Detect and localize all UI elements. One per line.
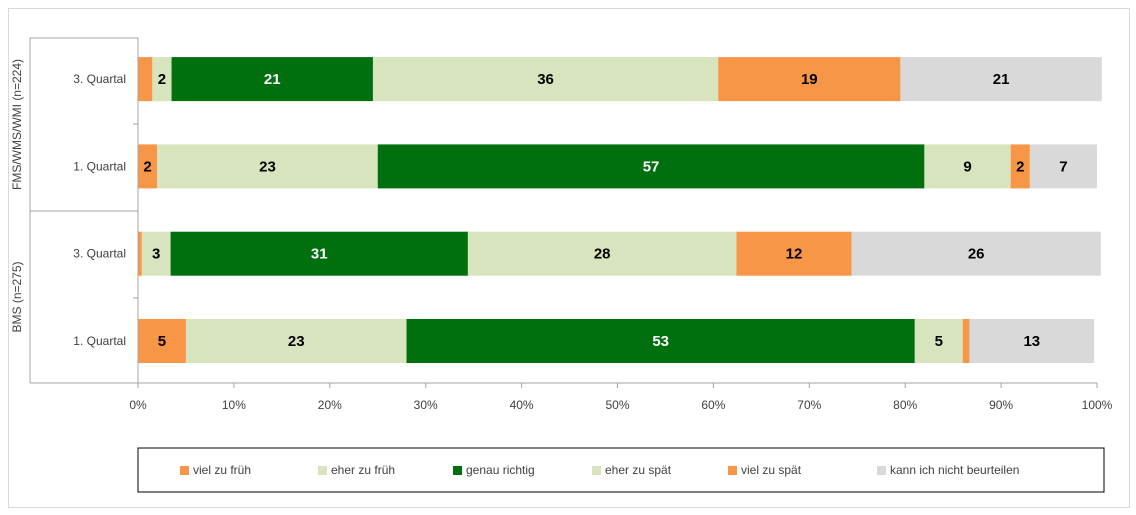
data-label-0-row-0: 5 <box>158 333 166 350</box>
bar-segment-1-row-1 <box>141 231 171 276</box>
x-tick-label: 40% <box>510 398 534 412</box>
x-tick-label: 10% <box>222 398 246 412</box>
bar-segment-2-row-1 <box>170 231 468 276</box>
bar-segment-4-row-3 <box>718 57 901 102</box>
data-label-1-row-3: 2 <box>158 71 166 88</box>
data-label-4-row-3: 19 <box>801 71 818 88</box>
bar-segment-2-row-3 <box>171 57 373 102</box>
bar-segment-4-row-1 <box>736 231 852 276</box>
x-tick-label: 70% <box>797 398 821 412</box>
bar-segment-4-row-0 <box>962 319 970 363</box>
legend-label-5: kann ich nicht beurteilen <box>890 463 1019 477</box>
bar-segment-5-row-1 <box>851 231 1101 276</box>
bar-segment-2-row-2 <box>377 144 925 189</box>
bar-segment-1-row-2 <box>157 144 378 189</box>
x-tick-label: 50% <box>605 398 629 412</box>
bar-segment-1-row-0 <box>185 319 407 363</box>
legend-swatch-1 <box>318 466 327 475</box>
data-label-3-row-3: 36 <box>537 71 554 88</box>
bar-segment-5-row-2 <box>1029 144 1097 189</box>
bar-segment-3-row-3 <box>372 57 719 102</box>
data-label-1-row-1: 3 <box>152 246 160 263</box>
data-label-3-row-2: 9 <box>963 158 971 175</box>
legend-label-0: viel zu früh <box>193 463 251 477</box>
data-label-3-row-0: 5 <box>935 333 943 350</box>
legend-box <box>137 447 1105 493</box>
legend-swatch-3 <box>592 466 601 475</box>
bar-segment-5-row-3 <box>900 57 1102 102</box>
data-label-2-row-1: 31 <box>311 246 328 263</box>
legend-label-4: viel zu spät <box>741 463 802 477</box>
legend: viel zu früh eher zu früh genau richtig ehe… <box>137 447 1105 493</box>
group-label-1: FMS/WMS/WMI (n=224) <box>10 59 24 190</box>
legend-label-3: eher zu spät <box>605 463 672 477</box>
data-label-5-row-3: 21 <box>993 71 1010 88</box>
bar-segment-1-row-3 <box>152 57 172 102</box>
bar-segment-2-row-0 <box>406 319 915 363</box>
legend-swatch-4 <box>728 466 737 475</box>
x-tick-label: 90% <box>989 398 1013 412</box>
data-label-5-row-1: 26 <box>968 246 985 263</box>
row-label-1: 3. Quartal <box>73 247 126 261</box>
data-label-4-row-2: 2 <box>1016 158 1024 175</box>
data-label-3-row-1: 28 <box>594 246 611 263</box>
legend-swatch-2 <box>453 466 462 475</box>
bar-segment-0-row-0 <box>138 319 186 363</box>
data-label-4-row-1: 12 <box>786 246 803 263</box>
data-label-2-row-3: 21 <box>264 71 281 88</box>
legend-swatch-0 <box>180 466 189 475</box>
x-tick-label: 100% <box>1082 398 1113 412</box>
x-tick-label: 30% <box>414 398 438 412</box>
data-label-5-row-0: 13 <box>1023 333 1040 350</box>
row-label-2: 1. Quartal <box>73 159 126 173</box>
data-label-2-row-0: 53 <box>652 333 669 350</box>
bars-layer <box>138 57 1102 363</box>
legend-label-2: genau richtig <box>466 463 535 477</box>
data-label-5-row-2: 7 <box>1059 158 1067 175</box>
data-label-2-row-2: 57 <box>643 158 660 175</box>
row-label-0: 1. Quartal <box>73 334 126 348</box>
bar-segment-0-row-2 <box>138 144 158 189</box>
x-tick-label: 60% <box>701 398 725 412</box>
legend-label-1: eher zu früh <box>331 463 395 477</box>
row-label-3: 3. Quartal <box>73 72 126 86</box>
x-tick-label: 20% <box>318 398 342 412</box>
bar-segment-0-row-3 <box>138 57 153 102</box>
legend-swatch-5 <box>877 466 886 475</box>
x-tick-label: 80% <box>893 398 917 412</box>
data-label-1-row-2: 23 <box>259 158 276 175</box>
bar-segment-4-row-2 <box>1010 144 1030 189</box>
group-label-0: BMS (n=275) <box>10 261 24 332</box>
bar-segment-3-row-1 <box>467 231 737 276</box>
bar-segment-3-row-2 <box>924 144 1011 189</box>
data-label-0-row-2: 2 <box>143 158 151 175</box>
x-tick-label: 0% <box>129 398 147 412</box>
bar-segment-0-row-1 <box>138 231 142 276</box>
axes-layer: 0% 10% 20% 30% 40% 50% 60% 70% 80% 90% 100% 1. Quar… <box>10 37 1113 412</box>
bar-segment-5-row-0 <box>969 319 1095 363</box>
data-label-1-row-0: 23 <box>288 333 305 350</box>
data-labels-layer: 5 23 53 5 13 3 31 28 12 26 2 23 57 9 2 7 2 21 36 19 21 <box>143 71 1067 350</box>
bar-segment-3-row-0 <box>914 319 963 363</box>
